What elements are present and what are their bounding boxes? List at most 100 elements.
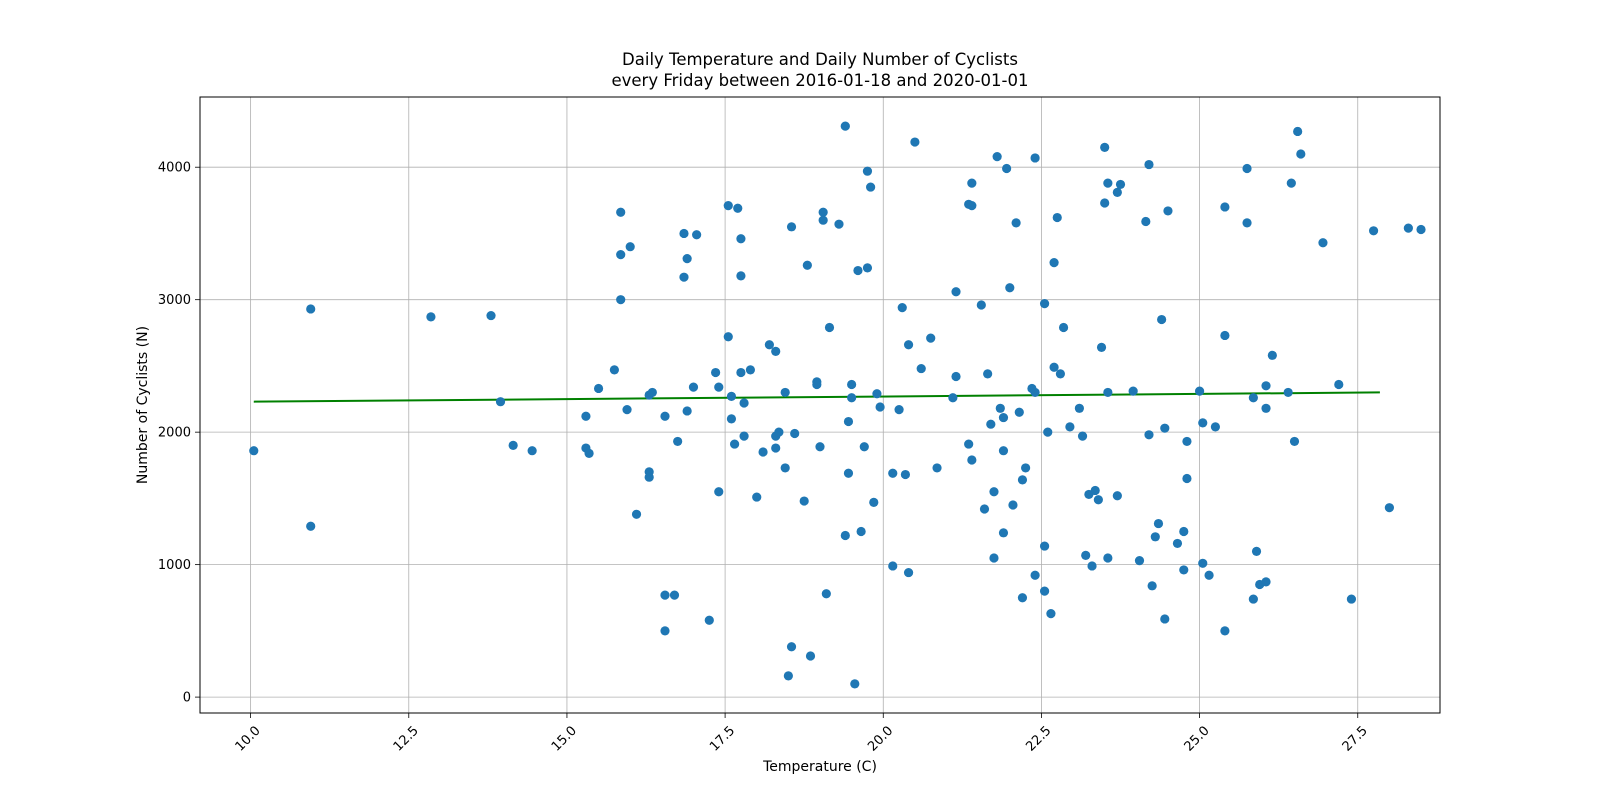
data-point [508, 440, 518, 451]
data-point [714, 382, 724, 392]
data-point [1248, 393, 1258, 403]
data-point [306, 304, 316, 314]
data-point [1293, 126, 1303, 137]
data-point [1160, 614, 1170, 624]
data-point [1296, 149, 1306, 159]
data-point [1112, 187, 1122, 197]
data-point [1002, 163, 1012, 174]
data-point [1179, 565, 1189, 575]
data-point [847, 379, 857, 390]
data-point [843, 416, 854, 427]
trend-line [253, 391, 1380, 403]
data-point [780, 463, 790, 473]
data-point [647, 387, 657, 398]
data-point [1160, 423, 1170, 433]
data-point [1081, 550, 1091, 560]
y-axis-ticks: 0 1000 2000 3000 4000 [158, 161, 200, 706]
data-point [729, 439, 740, 449]
data-point [1134, 556, 1145, 566]
data-point [495, 397, 506, 407]
data-point [818, 215, 828, 225]
data-point [758, 447, 768, 457]
data-point [660, 590, 670, 600]
plot-frame [199, 96, 1441, 714]
data-point [609, 365, 619, 375]
data-point [992, 152, 1002, 162]
data-point [616, 250, 626, 260]
data-point [888, 468, 898, 478]
data-point [1204, 570, 1214, 580]
data-point [581, 411, 591, 421]
data-point [771, 346, 781, 356]
data-point [1198, 418, 1208, 428]
data-point [780, 387, 790, 398]
data-point [998, 446, 1009, 456]
data-point [859, 442, 869, 452]
data-point [1182, 473, 1192, 484]
data-point [736, 367, 746, 378]
data-point [875, 402, 885, 412]
data-point [1251, 546, 1262, 556]
data-point [736, 271, 746, 281]
data-point [1046, 609, 1056, 619]
data-point [815, 442, 825, 452]
data-point [1011, 218, 1021, 228]
data-point [726, 414, 737, 424]
data-point [616, 207, 626, 217]
y-tick-label: 1000 [158, 558, 191, 573]
data-point [682, 254, 692, 264]
data-point [764, 340, 774, 350]
data-point [783, 671, 793, 681]
data-point [704, 615, 714, 625]
data-point [1318, 238, 1328, 248]
data-point [774, 427, 784, 437]
data-point [847, 393, 857, 403]
data-point [1074, 403, 1084, 413]
data-point [723, 332, 733, 342]
data-point [979, 504, 990, 514]
y-axis-label: Number of Cyclists (N) [135, 326, 151, 484]
data-point [739, 398, 749, 408]
data-point [1077, 431, 1088, 441]
data-point [897, 303, 907, 313]
data-point [843, 468, 854, 478]
data-point [1017, 475, 1028, 485]
chart-title: Daily Temperature and Daily Number of Cy… [622, 50, 1018, 69]
data-point [1087, 561, 1097, 571]
data-point [818, 207, 828, 217]
data-point [1150, 532, 1160, 542]
y-tick-label: 0 [183, 691, 191, 706]
data-point [926, 333, 936, 343]
data-points [249, 121, 1426, 689]
data-point [1261, 403, 1271, 413]
data-point [1049, 257, 1059, 268]
data-point [967, 178, 977, 188]
data-point [249, 446, 259, 456]
data-point [983, 369, 993, 379]
data-point [584, 448, 594, 458]
data-point [1220, 626, 1230, 636]
data-point [888, 561, 898, 571]
data-point [986, 419, 996, 429]
data-point [948, 393, 958, 403]
data-point [1100, 198, 1110, 208]
data-point [1220, 202, 1230, 212]
data-point [862, 166, 873, 176]
data-point [786, 222, 797, 232]
data-point [1198, 558, 1208, 568]
data-point [1052, 212, 1062, 223]
data-point [989, 553, 999, 563]
data-point [853, 265, 863, 276]
data-point [1403, 223, 1413, 233]
data-point [745, 365, 756, 375]
data-point [1242, 218, 1252, 228]
data-point [998, 528, 1009, 538]
data-point [723, 201, 733, 211]
data-point [714, 487, 724, 497]
data-point [679, 228, 689, 239]
data-point [660, 626, 670, 636]
data-point [1346, 594, 1357, 604]
data-point [726, 391, 737, 401]
data-point [711, 367, 721, 378]
